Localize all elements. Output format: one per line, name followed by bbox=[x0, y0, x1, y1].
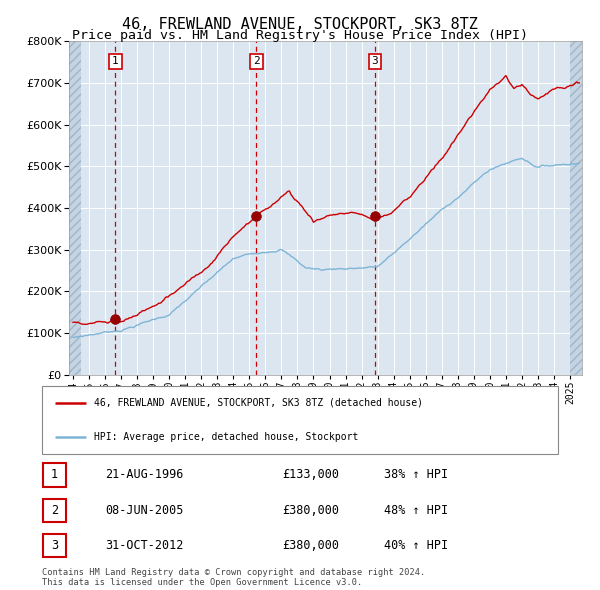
Text: 31-OCT-2012: 31-OCT-2012 bbox=[105, 539, 184, 552]
Bar bbox=[69, 41, 81, 375]
Text: 3: 3 bbox=[51, 539, 58, 552]
Text: 3: 3 bbox=[371, 56, 378, 66]
Text: £380,000: £380,000 bbox=[282, 504, 339, 517]
Text: 38% ↑ HPI: 38% ↑ HPI bbox=[384, 468, 448, 481]
Text: 21-AUG-1996: 21-AUG-1996 bbox=[105, 468, 184, 481]
Text: HPI: Average price, detached house, Stockport: HPI: Average price, detached house, Stoc… bbox=[94, 432, 358, 442]
Text: 46, FREWLAND AVENUE, STOCKPORT, SK3 8TZ (detached house): 46, FREWLAND AVENUE, STOCKPORT, SK3 8TZ … bbox=[94, 398, 422, 408]
Text: Price paid vs. HM Land Registry's House Price Index (HPI): Price paid vs. HM Land Registry's House … bbox=[72, 30, 528, 42]
Text: 48% ↑ HPI: 48% ↑ HPI bbox=[384, 504, 448, 517]
Text: £133,000: £133,000 bbox=[282, 468, 339, 481]
Text: 2: 2 bbox=[51, 504, 58, 517]
Text: 1: 1 bbox=[51, 468, 58, 481]
Text: 46, FREWLAND AVENUE, STOCKPORT, SK3 8TZ: 46, FREWLAND AVENUE, STOCKPORT, SK3 8TZ bbox=[122, 17, 478, 31]
Text: 2: 2 bbox=[253, 56, 260, 66]
Text: Contains HM Land Registry data © Crown copyright and database right 2024.
This d: Contains HM Land Registry data © Crown c… bbox=[42, 568, 425, 587]
Text: 08-JUN-2005: 08-JUN-2005 bbox=[105, 504, 184, 517]
Bar bbox=[570, 41, 582, 375]
Text: £380,000: £380,000 bbox=[282, 539, 339, 552]
Text: 40% ↑ HPI: 40% ↑ HPI bbox=[384, 539, 448, 552]
Text: 1: 1 bbox=[112, 56, 119, 66]
